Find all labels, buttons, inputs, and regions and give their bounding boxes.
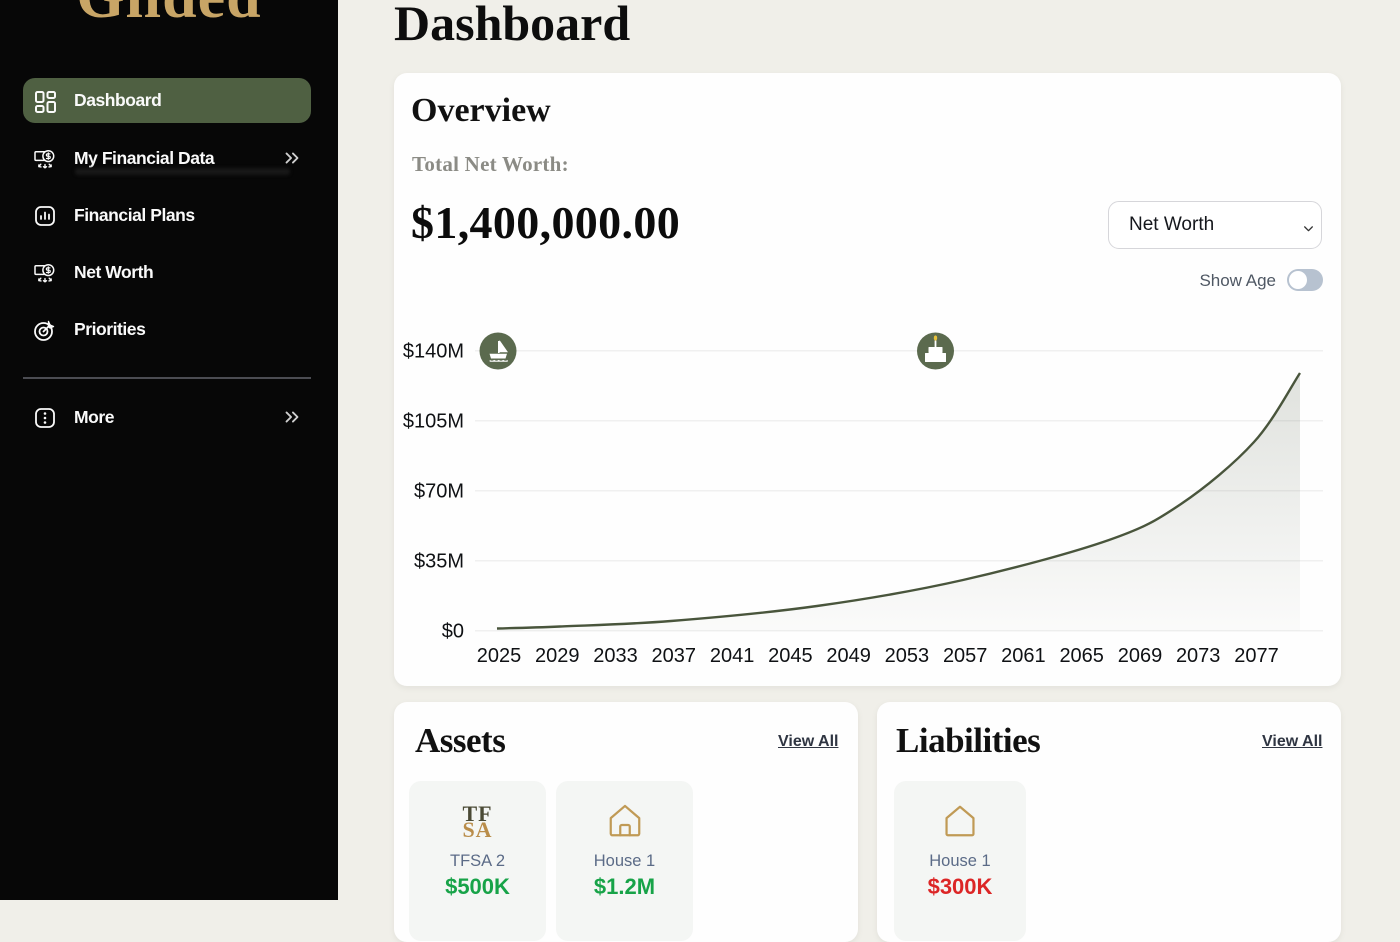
svg-text:2077: 2077: [1234, 645, 1279, 667]
svg-text:2033: 2033: [593, 645, 638, 667]
svg-text:$35M: $35M: [414, 551, 464, 573]
svg-text:2053: 2053: [885, 645, 930, 667]
svg-text:$0: $0: [442, 621, 464, 643]
svg-text:2061: 2061: [1001, 645, 1046, 667]
svg-text:2045: 2045: [768, 645, 813, 667]
svg-text:2029: 2029: [535, 645, 580, 667]
svg-text:2057: 2057: [943, 645, 988, 667]
svg-text:2037: 2037: [652, 645, 697, 667]
svg-text:$140M: $140M: [403, 341, 464, 363]
svg-text:2069: 2069: [1118, 645, 1163, 667]
svg-text:$105M: $105M: [403, 411, 464, 433]
svg-text:2025: 2025: [477, 645, 522, 667]
svg-text:$70M: $70M: [414, 481, 464, 503]
svg-text:2049: 2049: [826, 645, 871, 667]
svg-text:2041: 2041: [710, 645, 755, 667]
svg-text:2073: 2073: [1176, 645, 1221, 667]
svg-text:2065: 2065: [1059, 645, 1104, 667]
